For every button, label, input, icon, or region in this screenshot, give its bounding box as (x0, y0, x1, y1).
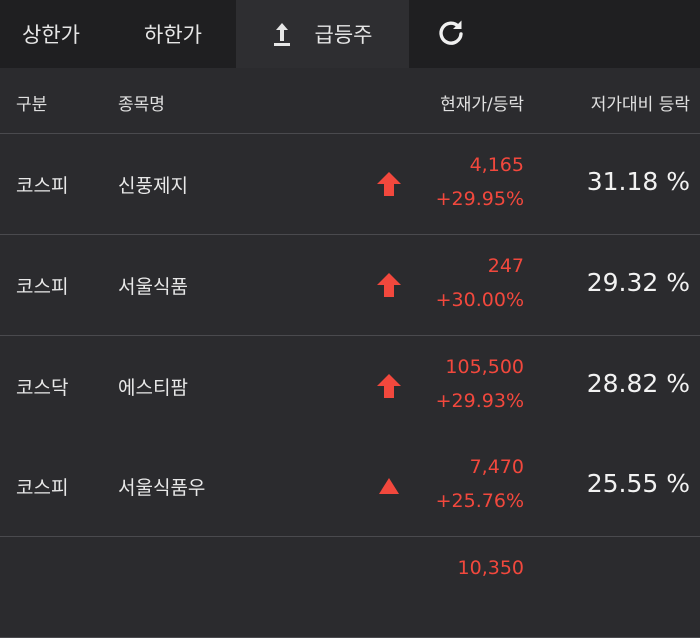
change-rate: +29.95% (435, 188, 524, 210)
current-price: 105,500 (445, 356, 524, 378)
tab-surging-stocks[interactable]: 급등주 (236, 0, 409, 68)
up-triangle-icon (370, 470, 408, 502)
column-header-category: 구분 (16, 95, 48, 115)
table-header: 구분 종목명 현재가/등락 저가대비 등락 (0, 68, 700, 134)
change-rate: +29.93% (435, 390, 524, 412)
bold-up-arrow-icon (370, 370, 408, 402)
current-price: 10,350 (457, 557, 524, 579)
refresh-icon (436, 17, 466, 52)
low-rate: 29.32 % (586, 268, 690, 297)
tab-lower-limit[interactable]: 하한가 (110, 0, 236, 68)
tab-bar: 상한가 하한가 급등주 (0, 0, 700, 68)
low-rate: 28.82 % (586, 369, 690, 398)
market-label: 코스피 (16, 276, 69, 298)
stock-name: 신풍제지 (118, 175, 188, 197)
change-rate: +30.00% (435, 289, 524, 311)
bold-up-arrow-icon (370, 269, 408, 301)
stock-name: 에스티팜 (118, 377, 188, 399)
bold-up-arrow-icon (370, 168, 408, 200)
market-label: 코스닥 (16, 377, 69, 399)
stock-name: 서울식품우 (118, 477, 206, 499)
tab-surging-stocks-label: 급등주 (314, 23, 373, 47)
table-row[interactable]: 코스피 서울식품우 7,470 +25.76% 25.55 % (0, 436, 700, 537)
current-price: 247 (487, 255, 524, 277)
table-row[interactable]: 10,350 (0, 537, 700, 638)
tab-upper-limit[interactable]: 상한가 (0, 0, 110, 68)
market-label: 코스피 (16, 175, 69, 197)
column-header-low-rate[interactable]: 저가대비 등락 (590, 95, 690, 115)
current-price: 7,470 (469, 456, 524, 478)
low-rate: 31.18 % (586, 167, 690, 196)
column-header-price-change[interactable]: 현재가/등락 (440, 95, 524, 115)
tab-lower-limit-label: 하한가 (144, 23, 202, 47)
table-row[interactable]: 코스피 신풍제지 4,165 +29.95% 31.18 % (0, 134, 700, 235)
table-row[interactable]: 코스닥 에스티팜 105,500 +29.93% 28.82 % (0, 336, 700, 437)
current-price: 4,165 (469, 154, 524, 176)
table-row[interactable]: 코스피 서울식품 247 +30.00% 29.32 % (0, 235, 700, 336)
tab-upper-limit-label: 상한가 (22, 23, 80, 47)
refresh-button[interactable] (409, 0, 493, 68)
change-rate: +25.76% (435, 490, 524, 512)
low-rate: 25.55 % (586, 469, 690, 498)
market-label: 코스피 (16, 477, 69, 499)
column-header-stock-name: 종목명 (118, 95, 165, 115)
stock-name: 서울식품 (118, 276, 188, 298)
upload-arrow-icon (273, 21, 291, 47)
